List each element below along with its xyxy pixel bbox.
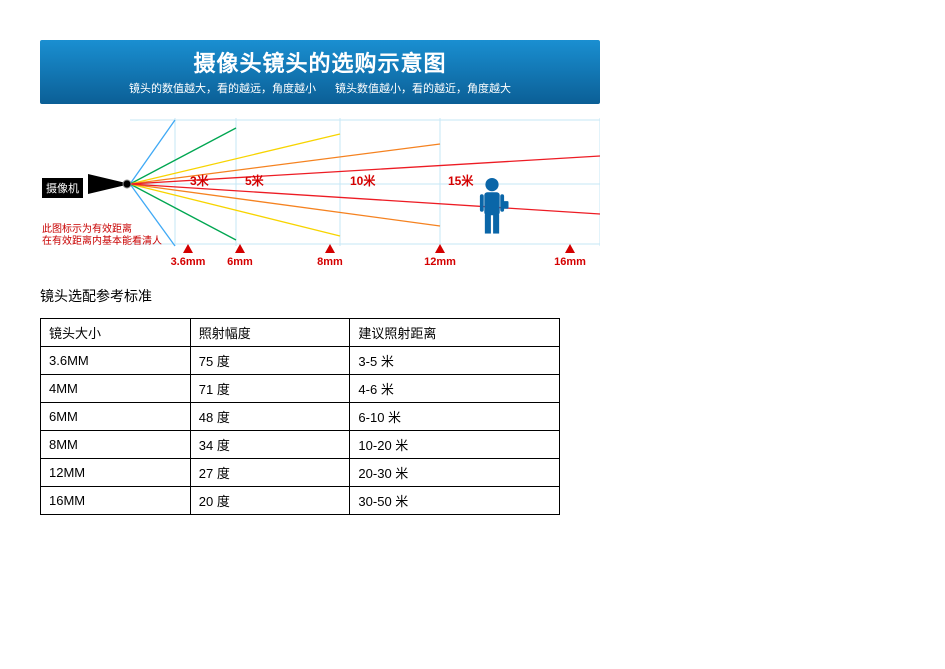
table-header-row: 镜头大小照射幅度建议照射距离 [41, 319, 560, 347]
table-cell: 27 度 [190, 459, 350, 487]
table-cell: 12MM [41, 459, 191, 487]
page-root: 摄像头镜头的选购示意图 镜头的数值越大，看的越远，角度越小 镜头数值越小，看的越… [0, 0, 945, 555]
svg-text:8mm: 8mm [317, 256, 343, 268]
table-row: 12MM27 度20-30 米 [41, 459, 560, 487]
table-cell: 6MM [41, 403, 191, 431]
table-cell: 75 度 [190, 347, 350, 375]
banner-subtitle: 镜头的数值越大，看的越远，角度越小 镜头数值越小，看的越近，角度越大 [40, 80, 600, 96]
lens-diagram: 摄像机 此图标示为有效距离 在有效距离内基本能看清人 3米 5米 10米 15米 3.6… [40, 118, 600, 268]
table-row: 6MM48 度6-10 米 [41, 403, 560, 431]
banner-container: 摄像头镜头的选购示意图 镜头的数值越大，看的越远，角度越小 镜头数值越小，看的越… [40, 40, 905, 104]
table-cell: 71 度 [190, 375, 350, 403]
table-header-cell: 照射幅度 [190, 319, 350, 347]
table-cell: 4MM [41, 375, 191, 403]
camera-label: 摄像机 [42, 178, 83, 198]
table-cell: 4-6 米 [350, 375, 560, 403]
table-cell: 3.6MM [41, 347, 191, 375]
table-cell: 16MM [41, 487, 191, 515]
svg-text:6mm: 6mm [227, 256, 253, 268]
table-cell: 30-50 米 [350, 487, 560, 515]
svg-text:10米: 10米 [350, 173, 376, 188]
table-cell: 8MM [41, 431, 191, 459]
svg-text:16mm: 16mm [554, 256, 586, 268]
lens-table: 镜头大小照射幅度建议照射距离3.6MM75 度3-5 米4MM71 度4-6 米… [40, 318, 560, 515]
table-row: 8MM34 度10-20 米 [41, 431, 560, 459]
svg-text:3米: 3米 [190, 173, 210, 188]
svg-text:5米: 5米 [245, 173, 265, 188]
svg-text:15米: 15米 [448, 173, 474, 188]
table-cell: 3-5 米 [350, 347, 560, 375]
table-cell: 48 度 [190, 403, 350, 431]
svg-text:3.6mm: 3.6mm [171, 256, 206, 268]
banner-subtitle-right: 镜头数值越小，看的越近，角度越大 [335, 80, 511, 96]
table-cell: 6-10 米 [350, 403, 560, 431]
svg-text:12mm: 12mm [424, 256, 456, 268]
table-row: 3.6MM75 度3-5 米 [41, 347, 560, 375]
table-header-cell: 镜头大小 [41, 319, 191, 347]
table-row: 16MM20 度30-50 米 [41, 487, 560, 515]
diagram-note: 此图标示为有效距离 在有效距离内基本能看清人 [42, 224, 162, 248]
table-cell: 10-20 米 [350, 431, 560, 459]
table-cell: 20 度 [190, 487, 350, 515]
table-cell: 20-30 米 [350, 459, 560, 487]
table-cell: 34 度 [190, 431, 350, 459]
banner: 摄像头镜头的选购示意图 镜头的数值越大，看的越远，角度越小 镜头数值越小，看的越… [40, 40, 600, 104]
diagram-note-line1: 此图标示为有效距离 [42, 224, 162, 236]
table-header-cell: 建议照射距离 [350, 319, 560, 347]
diagram-note-line2: 在有效距离内基本能看清人 [42, 236, 162, 248]
table-section-title: 镜头选配参考标准 [40, 286, 905, 306]
table-row: 4MM71 度4-6 米 [41, 375, 560, 403]
banner-title: 摄像头镜头的选购示意图 [40, 46, 600, 78]
banner-subtitle-left: 镜头的数值越大，看的越远，角度越小 [129, 80, 316, 96]
